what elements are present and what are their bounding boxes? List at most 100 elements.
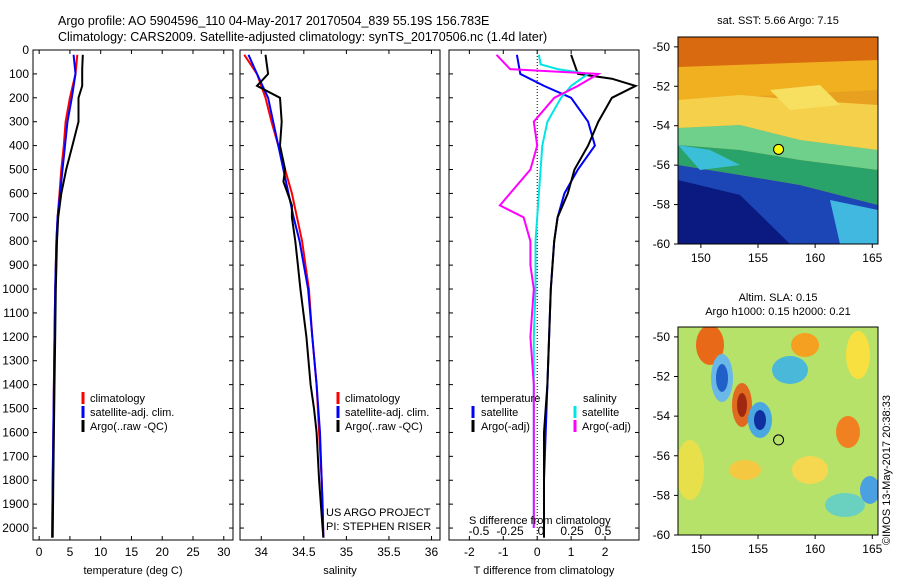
depth-tick-label: 1300 xyxy=(2,354,29,368)
map-y-tick-label: -54 xyxy=(653,119,671,133)
legend-label-argo: Argo(..raw -QC) xyxy=(345,421,423,433)
x-tick-label: -2 xyxy=(464,545,475,559)
x-tick-label: 0 xyxy=(534,545,541,559)
depth-tick-label: 600 xyxy=(9,186,29,200)
sla-map-frame xyxy=(677,326,879,536)
legend-label-climatology: climatology xyxy=(90,393,146,405)
salinity-axis-label: salinity xyxy=(323,565,357,577)
map-y-tick-label: -52 xyxy=(653,79,671,93)
x-tick-label: 0 xyxy=(36,545,43,559)
map-y-tick-label: -58 xyxy=(653,488,671,502)
depth-tick-label: 1800 xyxy=(2,473,29,487)
series-line-climatology xyxy=(243,54,325,538)
legend-title-salinity: salinity xyxy=(583,393,617,405)
map-y-tick-label: -60 xyxy=(653,528,671,542)
sst-map-title: sat. SST: 5.66 Argo: 7.15 xyxy=(717,15,839,27)
series-line-argo-raw-qc xyxy=(51,54,84,538)
s-tick-label: 0.5 xyxy=(595,524,612,538)
sst-heatmap xyxy=(678,37,878,244)
depth-tick-label: 900 xyxy=(9,258,29,272)
x-tick-label: 36 xyxy=(425,545,439,559)
map-y-tick-label: -60 xyxy=(653,237,671,251)
project-annotation-line-1: US ARGO PROJECT xyxy=(326,507,431,519)
difference-panel-frame xyxy=(448,49,640,541)
salinity-panel-frame xyxy=(239,49,441,541)
depth-tick-label: 100 xyxy=(9,67,29,81)
imos-credit: ©IMOS 13-May-2017 20:38:33 xyxy=(881,395,893,545)
sla-map-title: Altim. SLA: 0.15 xyxy=(739,292,818,304)
depth-tick-label: 1000 xyxy=(2,282,29,296)
depth-tick-label: 2000 xyxy=(2,521,29,535)
sla-map-subtitle: Argo h1000: 0.15 h2000: 0.21 xyxy=(705,306,851,318)
temperature-axis-label: temperature (deg C) xyxy=(83,565,182,577)
legend-title-temperature: temperature xyxy=(481,393,540,405)
legend-label-satellite: satellite-adj. clim. xyxy=(345,407,429,419)
header-line-2: Climatology: CARS2009. Satellite-adjuste… xyxy=(58,30,547,44)
x-tick-label: 34.5 xyxy=(292,545,316,559)
series-line-t-argo-adj xyxy=(543,54,639,538)
legend-label-climatology: climatology xyxy=(345,393,401,405)
legend-label-s-argo: Argo(-adj) xyxy=(582,421,631,433)
depth-tick-label: 1700 xyxy=(2,449,29,463)
x-tick-label: 5 xyxy=(67,545,74,559)
map-y-tick-label: -58 xyxy=(653,198,671,212)
depth-tick-label: 1600 xyxy=(2,425,29,439)
legend-label-argo: Argo(..raw -QC) xyxy=(90,421,168,433)
map-y-tick-label: -56 xyxy=(653,449,671,463)
legend-label-t-argo: Argo(-adj) xyxy=(481,421,530,433)
x-tick-label: -1 xyxy=(498,545,509,559)
map-y-tick-label: -50 xyxy=(653,40,671,54)
project-annotation-line-2: PI: STEPHEN RISER xyxy=(326,521,431,533)
depth-tick-label: 500 xyxy=(9,163,29,177)
depth-tick-label: 700 xyxy=(9,210,29,224)
axis-ticks: 0 5 10 15 20 25 300100200300400500600700800900… xyxy=(2,43,639,559)
map-axis-ticks: 150 155 160 165 -50 -52 -54 -56 -58 -60 150 155 160 1… xyxy=(653,40,883,556)
map-x-tick-label: 155 xyxy=(748,251,768,265)
series-line-t-satellite xyxy=(515,54,596,538)
depth-tick-label: 1900 xyxy=(2,497,29,511)
depth-tick-label: 0 xyxy=(22,43,29,57)
s-difference-axis-label: S difference from climatology xyxy=(469,515,611,527)
x-tick-label: 34 xyxy=(255,545,269,559)
map-y-tick-label: -54 xyxy=(653,409,671,423)
x-tick-label: 35.5 xyxy=(377,545,401,559)
sst-map-frame xyxy=(677,36,879,245)
map-x-tick-label: 150 xyxy=(691,251,711,265)
depth-tick-label: 300 xyxy=(9,115,29,129)
x-tick-label: 15 xyxy=(125,545,139,559)
s-tick-label: -0.5 xyxy=(469,524,490,538)
map-y-tick-label: -50 xyxy=(653,330,671,344)
x-tick-label: 10 xyxy=(94,545,108,559)
map-x-tick-label: 165 xyxy=(862,542,882,556)
argo-location-marker xyxy=(773,434,785,446)
depth-tick-label: 1500 xyxy=(2,402,29,416)
depth-tick-label: 800 xyxy=(9,234,29,248)
series-line-argo-raw-qc xyxy=(255,54,325,538)
map-y-tick-label: -52 xyxy=(653,370,671,384)
depth-tick-label: 1200 xyxy=(2,330,29,344)
depth-tick-label: 1100 xyxy=(3,306,29,320)
s-tick-label: 0.25 xyxy=(560,524,584,538)
argo-location-marker xyxy=(773,143,785,155)
series-line-s-argo-adj xyxy=(495,54,602,528)
sla-heatmap xyxy=(678,327,878,535)
x-tick-label: 30 xyxy=(217,545,231,559)
profile-series xyxy=(51,54,639,538)
x-tick-label: 2 xyxy=(602,545,609,559)
legend-label-s-satellite: satellite xyxy=(582,407,619,419)
map-x-tick-label: 155 xyxy=(748,542,768,556)
depth-tick-label: 400 xyxy=(9,139,29,153)
legend-label-t-satellite: satellite xyxy=(481,407,518,419)
x-tick-label: 20 xyxy=(156,545,170,559)
header-line-1: Argo profile: AO 5904596_110 04-May-2017… xyxy=(58,14,489,28)
depth-tick-label: 200 xyxy=(9,91,29,105)
temperature-panel-frame xyxy=(32,49,234,541)
map-x-tick-label: 160 xyxy=(805,251,825,265)
salinity-legend: climatology satellite-adj. clim. Argo(..… xyxy=(336,392,429,433)
depth-tick-label: 1400 xyxy=(2,378,29,392)
x-tick-label: 25 xyxy=(186,545,200,559)
x-tick-label: 35 xyxy=(340,545,354,559)
series-line-s-satellite xyxy=(532,54,591,528)
s-tick-label: 0 xyxy=(538,524,545,538)
